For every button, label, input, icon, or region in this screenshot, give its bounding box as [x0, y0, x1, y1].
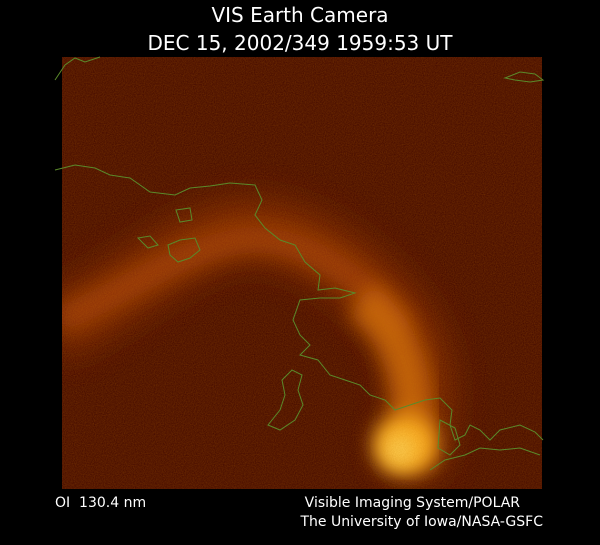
wavelength-label: OI 130.4 nm [55, 495, 146, 511]
credit-line: The University of Iowa/NASA-GSFC [299, 514, 543, 530]
aurora-image [62, 57, 542, 489]
credit-line: Visible Imaging System/POLAR [305, 495, 521, 511]
coastlines [54, 56, 545, 471]
subtitle: DEC 15, 2002/349 1959:53 UT [148, 31, 454, 55]
title: VIS Earth Camera [211, 3, 388, 27]
